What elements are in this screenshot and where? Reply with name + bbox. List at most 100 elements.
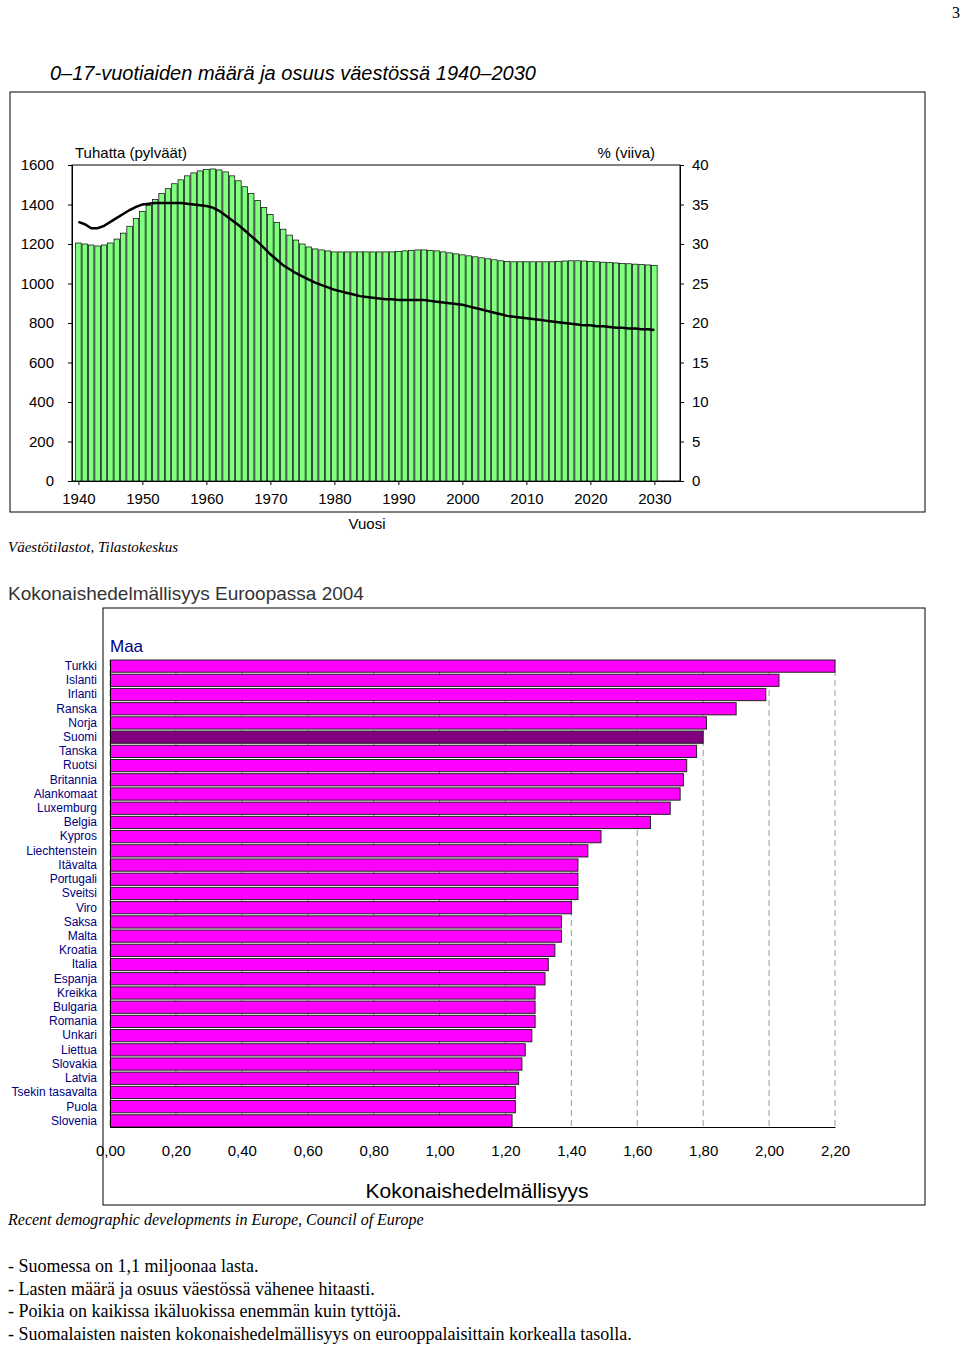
- bar: [440, 252, 446, 481]
- tick-label: 400: [29, 393, 54, 410]
- tick-label: Ranska: [56, 702, 97, 716]
- bar: [110, 1058, 522, 1070]
- tick-label: 1600: [21, 156, 54, 173]
- bar: [88, 245, 94, 481]
- tick: 600: [29, 354, 72, 371]
- tick-label: 1,40: [557, 1142, 586, 1159]
- bar: [626, 264, 632, 481]
- bar: [447, 253, 453, 481]
- bar: [133, 218, 139, 481]
- tick-label: 40: [692, 156, 709, 173]
- tick: Puola: [66, 1100, 110, 1114]
- tick: Alankomaat: [34, 787, 110, 801]
- bar: [152, 200, 158, 481]
- bar: [110, 902, 571, 914]
- tick-label: 30: [692, 235, 709, 252]
- tick-mark: [680, 244, 684, 245]
- bar: [204, 169, 210, 481]
- tick-mark: [680, 323, 684, 324]
- tick-label: 5: [692, 433, 700, 450]
- bar: [415, 250, 421, 481]
- tick: Latvia: [65, 1071, 110, 1085]
- bar: [210, 169, 216, 481]
- bar: [165, 189, 171, 481]
- bar: [344, 252, 350, 481]
- tick-mark: [68, 165, 72, 166]
- tick-label: 1960: [190, 490, 223, 507]
- grid-line: [835, 660, 836, 1127]
- bar: [421, 250, 427, 481]
- tick-label: 1970: [254, 490, 287, 507]
- bar: [556, 261, 562, 481]
- tick-label: Tanska: [59, 744, 97, 758]
- tick-mark: [680, 205, 684, 206]
- tick: 1000: [21, 275, 72, 292]
- tick: Viro: [76, 901, 110, 915]
- tick: 1990: [382, 481, 415, 507]
- tick: Kypros: [60, 829, 110, 843]
- bullet: - Suomessa on 1,1 miljoonaa lasta.: [8, 1256, 258, 1276]
- tick-label: Espanja: [54, 972, 98, 986]
- page-number: 3: [952, 4, 960, 21]
- chart-title: 0–17-vuotiaiden määrä ja osuus väestössä…: [50, 62, 536, 84]
- tick: Tsekin tasavalta: [12, 1085, 110, 1099]
- bar: [306, 247, 312, 481]
- tick: 0: [46, 472, 72, 489]
- tick-label: 0,80: [360, 1142, 389, 1159]
- tick: Turkki: [65, 659, 110, 673]
- tick-mark: [680, 363, 684, 364]
- tick-mark: [590, 481, 591, 485]
- tick-label: Malta: [68, 929, 98, 943]
- tick: 1950: [126, 481, 159, 507]
- tick-label: 1,20: [491, 1142, 520, 1159]
- tick-label: Kroatia: [59, 943, 97, 957]
- tick-label: Norja: [68, 716, 97, 730]
- tick-label: 25: [692, 275, 709, 292]
- tick: Islanti: [66, 673, 110, 687]
- tick-mark: [680, 402, 684, 403]
- tick-label: Britannia: [50, 773, 98, 787]
- tick-label: Italia: [72, 957, 98, 971]
- bar: [110, 958, 548, 970]
- bar: [562, 261, 568, 481]
- tick-label: 1990: [382, 490, 415, 507]
- bar: [110, 802, 670, 814]
- bar: [338, 252, 344, 481]
- bar: [376, 252, 382, 481]
- bar: [110, 1101, 515, 1113]
- tick: 30: [680, 235, 709, 252]
- tick-label: 0,00: [96, 1142, 125, 1159]
- bar: [159, 194, 165, 481]
- tick-label: Kypros: [60, 829, 97, 843]
- tick-mark: [680, 442, 684, 443]
- tick: 0,40: [228, 1127, 257, 1159]
- tick-label: 200: [29, 433, 54, 450]
- tick: 40: [680, 156, 709, 173]
- bar: [511, 262, 517, 481]
- bar: [383, 252, 389, 481]
- bar: [485, 259, 491, 481]
- bar: [607, 263, 613, 481]
- bar: [127, 226, 133, 481]
- chart-title: Kokonaishedelmällisyys Euroopassa 2004: [8, 583, 364, 604]
- bar: [517, 262, 523, 481]
- tick: Malta: [68, 929, 110, 943]
- chart-border: [10, 92, 925, 512]
- bar: [110, 1044, 525, 1056]
- bar: [216, 170, 222, 481]
- tick-mark: [68, 244, 72, 245]
- tick-label: 1000: [21, 275, 54, 292]
- tick-label: 10: [692, 393, 709, 410]
- tick-label: 2010: [510, 490, 543, 507]
- bar: [652, 265, 658, 481]
- chart-fertility: Kokonaishedelmällisyys Euroopassa 2004 Ma…: [8, 583, 925, 1205]
- bar: [101, 245, 107, 481]
- axis-line: [73, 481, 681, 482]
- tick: Liettua: [61, 1043, 110, 1057]
- bar: [110, 674, 779, 686]
- tick-mark: [68, 284, 72, 285]
- tick-label: 0: [692, 472, 700, 489]
- bullet: - Lasten määrä ja osuus väestössä vähene…: [8, 1279, 375, 1299]
- axis: 1940195019601970198019902000201020202030: [62, 481, 680, 507]
- tick-label: 800: [29, 314, 54, 331]
